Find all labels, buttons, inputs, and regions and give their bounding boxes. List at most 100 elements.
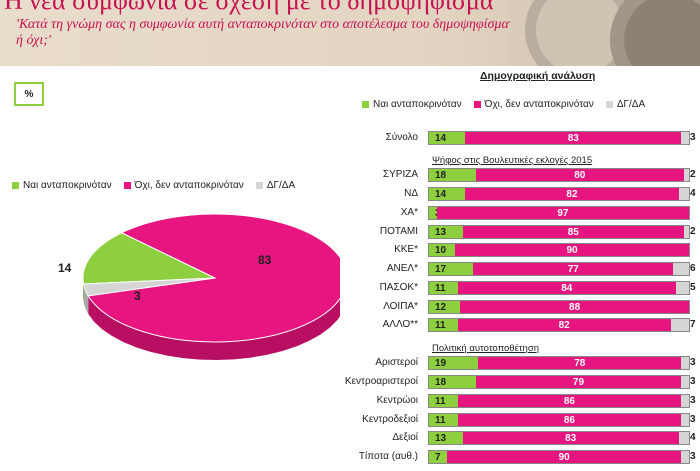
pie-legend-swatch-dk xyxy=(255,182,263,189)
legend-label-dk: ΔΓ/ΔΑ xyxy=(616,99,646,110)
bar-segment-yes: 11 xyxy=(429,395,458,407)
bar-segment-no: 80 xyxy=(475,169,684,181)
bar-dk-value: 5 xyxy=(690,282,696,293)
bar-legend: Ναι ανταποκρινόταν Όχι, δεν ανταποκρινότ… xyxy=(362,99,657,110)
pie-slice-label: 3 xyxy=(134,289,141,303)
bar-row: ΣΥΡΙΖΑ 18 80 2 xyxy=(0,168,700,182)
pie-legend-label-yes: Ναι ανταποκρινόταν xyxy=(23,180,112,191)
legend-swatch-yes xyxy=(362,101,369,108)
bar-category-label: Τίποτα (αυθ.) xyxy=(358,451,418,462)
bar-segment-yes: 11 xyxy=(429,414,458,426)
bar-segment-no: 88 xyxy=(460,301,689,313)
bar-segment-dk xyxy=(683,226,689,238)
bar-row: ΑΝΕΛ* 17 77 6 xyxy=(0,262,700,276)
bar-dk-value: 2 xyxy=(690,226,696,237)
bar-segment-yes: 10 xyxy=(429,244,455,256)
bar-segment-dk xyxy=(675,282,689,294)
bar-category-label: ΠΑΣΟΚ* xyxy=(379,282,418,293)
bar-track: 13 83 xyxy=(428,431,690,445)
bar-segment-yes: 14 xyxy=(429,132,466,144)
pie-slice-label: 83 xyxy=(258,253,272,267)
bar-segment-yes: 11 xyxy=(429,282,458,294)
legend-item-yes: Ναι ανταποκρινόταν xyxy=(362,99,462,110)
bar-dk-value: 6 xyxy=(690,263,696,274)
section-label-vote: Ψήφος στις Βουλευτικές εκλογές 2015 xyxy=(432,155,593,166)
bar-track: 10 90 xyxy=(428,243,690,257)
bar-track: 13 85 xyxy=(428,225,690,239)
pie-legend-item-dk: ΔΓ/ΔΑ xyxy=(255,180,296,191)
bar-category-label: ΧΑ* xyxy=(400,207,418,218)
demographic-analysis-title: Δημογραφική ανάλυση xyxy=(480,70,596,82)
bar-segment-yes: 13 xyxy=(429,432,463,444)
pie-slice-label: 14 xyxy=(58,261,72,275)
bar-segment-no: 82 xyxy=(465,188,679,200)
pie-slice xyxy=(82,232,216,285)
bar-segment-dk xyxy=(681,357,689,369)
bar-segment-no: 85 xyxy=(462,226,684,238)
bar-segment-yes: 7 xyxy=(429,451,448,463)
bar-segment-yes: 19 xyxy=(429,357,479,369)
bar-category-label: ΣΥΡΙΖΑ xyxy=(382,169,418,180)
header-banner: Η νέα συμφωνία σε σχέση με το δημοψήφισμ… xyxy=(0,0,700,66)
pie-slice-side xyxy=(88,295,340,360)
bar-segment-dk xyxy=(673,263,689,275)
bar-segment-no: 82 xyxy=(457,319,671,331)
bar-segment-dk xyxy=(678,188,689,200)
bar-row: Κεντροδεξιοί 11 86 3 xyxy=(0,413,700,427)
pie-slice xyxy=(82,277,216,297)
bar-segment-no: 77 xyxy=(473,263,674,275)
bar-segment-yes: 18 xyxy=(429,169,476,181)
bar-segment-no: 90 xyxy=(455,244,689,256)
bar-track: 18 80 xyxy=(428,168,690,182)
bar-row: ΚΚΕ* 10 90 xyxy=(0,243,700,257)
bar-row: Τίποτα (αυθ.) 7 90 3 xyxy=(0,450,700,464)
bar-category-label: ΛΟΙΠΑ* xyxy=(383,301,418,312)
bar-row: Δεξιοί 13 83 4 xyxy=(0,431,700,445)
bar-category-label: ΑΝΕΛ* xyxy=(386,263,418,274)
bar-segment-no: 84 xyxy=(457,282,676,294)
bar-segment-dk xyxy=(670,319,689,331)
pie-legend: Ναι ανταποκρινόταν Όχι, δεν ανταποκρινότ… xyxy=(12,180,307,191)
legend-label-yes: Ναι ανταποκρινόταν xyxy=(373,99,462,110)
bar-track: 397 xyxy=(428,206,690,220)
bar-segment-dk xyxy=(681,132,689,144)
bar-category-label: ΚΚΕ* xyxy=(394,244,418,255)
bar-category-label: ΑΛΛΟ** xyxy=(382,319,418,330)
bar-category-label: ΠΟΤΑΜΙ xyxy=(379,226,418,237)
pie-legend-label-dk: ΔΓ/ΔΑ xyxy=(266,180,296,191)
bar-segment-no: 83 xyxy=(465,132,682,144)
bar-track: 11 86 xyxy=(428,394,690,408)
bar-track: 11 84 xyxy=(428,281,690,295)
bar-track: 11 82 xyxy=(428,318,690,332)
bar-segment-yes: 11 xyxy=(429,319,458,331)
bar-segment-yes: 13 xyxy=(429,226,463,238)
bar-segment-no: 86 xyxy=(457,395,682,407)
bar-segment-dk xyxy=(681,414,689,426)
bar-segment-dk xyxy=(681,395,689,407)
bar-track: 17 77 xyxy=(428,262,690,276)
bar-dk-value: 3 xyxy=(690,451,696,462)
legend-label-no: Όχι, δεν ανταποκρινόταν xyxy=(484,99,594,110)
bar-category-label: ΝΔ xyxy=(404,188,418,199)
bar-dk-value: 2 xyxy=(690,169,696,180)
pie-legend-swatch-yes xyxy=(12,182,19,189)
bar-segment-yes: 3 xyxy=(429,207,441,219)
pie-legend-label-no: Όχι, δεν ανταποκρινόταν xyxy=(134,180,244,191)
bar-dk-value: 4 xyxy=(690,432,696,443)
bar-dk-value: 3 xyxy=(690,132,696,143)
bar-row: ΑΛΛΟ** 11 82 7 xyxy=(0,318,700,332)
bar-segment-no: 97 xyxy=(436,207,689,219)
bar-category-label: Αριστεροί xyxy=(375,357,418,368)
bar-category-label: Κεντροαριστεροί xyxy=(344,376,418,387)
bar-category-label: Δεξιοί xyxy=(392,432,418,443)
pie-slice-side xyxy=(83,284,89,314)
legend-swatch-no xyxy=(473,101,481,108)
bar-track: 7 90 xyxy=(428,450,690,464)
bar-segment-no: 86 xyxy=(457,414,682,426)
bar-row: Κεντροαριστεροί 18 79 3 xyxy=(0,375,700,389)
bar-segment-yes: 17 xyxy=(429,263,474,275)
pie-legend-item-yes: Ναι ανταποκρινόταν xyxy=(12,180,112,191)
bar-dk-value: 7 xyxy=(690,319,696,330)
bar-row: ΝΔ 14 82 4 xyxy=(0,187,700,201)
bar-segment-no: 78 xyxy=(478,357,682,369)
